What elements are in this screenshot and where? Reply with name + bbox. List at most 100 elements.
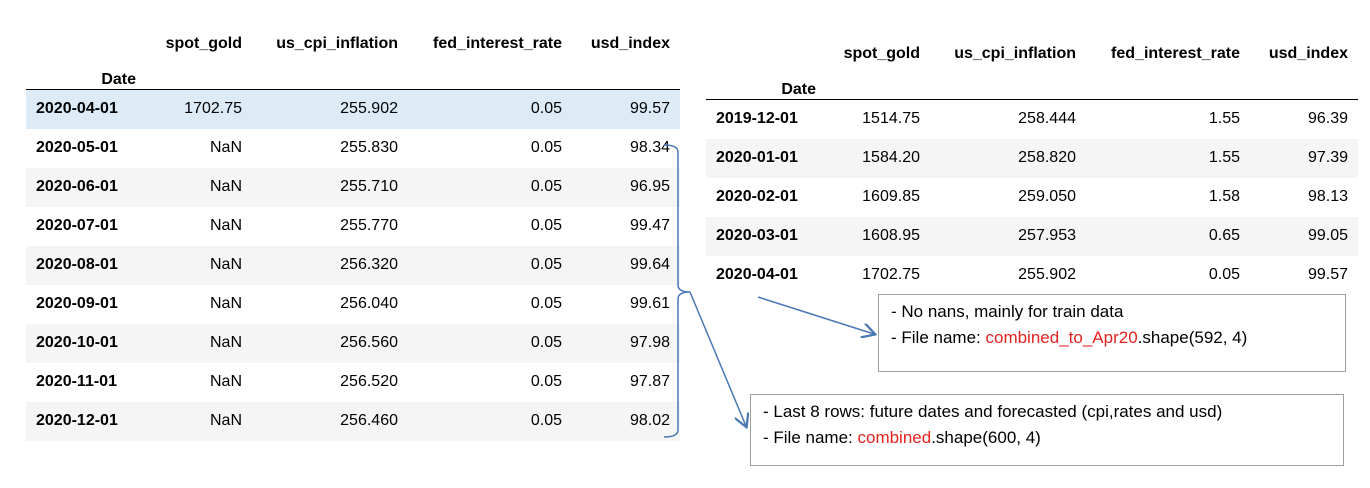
table-row: 2020-12-01 NaN 256.460 0.05 98.02 [26,401,680,441]
cell: NaN [209,334,242,351]
cell: 96.39 [1307,110,1348,128]
cell: 256.460 [340,412,398,429]
cell: 256.560 [340,334,398,351]
column-header: fed_interest_rate [433,35,562,52]
cell: 1584.20 [862,149,920,166]
row-date: 2020-03-01 [716,227,798,244]
cell: 0.05 [530,412,562,429]
cell: 257.953 [1018,227,1076,244]
cell: 1702.75 [862,266,920,283]
column-header: usd_index [1268,45,1348,62]
table-row: 2020-08-01 NaN 256.320 0.05 99.64 [26,245,680,285]
cell: 0.05 [530,256,562,273]
cell: NaN [209,217,242,234]
cell: 0.05 [530,373,562,390]
cell: 0.65 [1208,227,1240,244]
cell: 255.902 [1018,266,1076,283]
row-date: 2020-04-01 [716,266,798,283]
table-row: 2020-06-01 NaN 255.710 0.05 96.95 [26,167,680,207]
cell: NaN [209,178,242,195]
table-row: 2020-02-01 1609.85 259.050 1.58 98.13 [706,178,1358,217]
row-date: 2020-05-01 [36,139,118,156]
cell: 1.55 [1208,110,1240,128]
left-dataframe-table: spot_gold us_cpi_inflation fed_interest_… [26,17,680,441]
table-row: 2020-04-01 1702.75 255.902 0.05 99.57 [706,256,1358,295]
cell: 256.520 [340,373,398,390]
cell: 256.040 [340,295,398,312]
cell: 98.34 [629,139,670,156]
index-name-row: Date [706,63,1358,100]
cell: 98.02 [629,412,670,429]
cell: 99.05 [1307,227,1348,244]
right-dataframe-table: spot_gold us_cpi_inflation fed_interest_… [706,27,1358,295]
cell: 97.87 [629,373,670,390]
table-row: 2020-01-01 1584.20 258.820 1.55 97.39 [706,138,1358,178]
cell: 99.47 [629,217,670,234]
cell: 0.05 [530,334,562,351]
column-header: fed_interest_rate [1111,45,1240,62]
cell: 1702.75 [184,100,242,118]
cell: 0.05 [530,295,562,312]
table-row: 2020-04-01 1702.75 255.902 0.05 99.57 [26,89,680,129]
index-name: Date [781,81,816,98]
table-row: 2020-11-01 NaN 256.520 0.05 97.87 [26,363,680,402]
cell: 259.050 [1018,188,1076,205]
index-name: Date [101,71,136,88]
cell: 97.39 [1307,149,1348,166]
cell: 258.820 [1018,149,1076,166]
note-line: - File name: combined.shape(600, 4) [763,428,1041,447]
cell: 1514.75 [862,110,920,128]
row-date: 2020-02-01 [716,188,798,205]
note-line: - Last 8 rows: future dates and forecast… [763,402,1223,421]
cell: NaN [209,139,242,156]
table-row: 2020-09-01 NaN 256.040 0.05 99.61 [26,285,680,324]
column-header-row: spot_gold us_cpi_inflation fed_interest_… [706,27,1358,63]
cell: 99.57 [629,100,670,118]
table-row: 2020-03-01 1608.95 257.953 0.65 99.05 [706,216,1358,256]
table-row: 2020-05-01 NaN 255.830 0.05 98.34 [26,129,680,168]
cell: 99.64 [629,256,670,273]
column-header: spot_gold [165,35,242,52]
table-row: 2020-07-01 NaN 255.770 0.05 99.47 [26,207,680,246]
row-date: 2020-11-01 [36,373,117,390]
file-name-red: combined [857,428,932,447]
cell: 258.444 [1018,110,1076,128]
cell: 0.05 [530,139,562,156]
index-name-row: Date [26,53,680,90]
column-header: spot_gold [843,45,920,62]
row-date: 2020-01-01 [716,149,798,166]
table-row: 2020-10-01 NaN 256.560 0.05 97.98 [26,323,680,363]
cell: 0.05 [530,217,562,234]
cell: NaN [209,373,242,390]
cell: 97.98 [629,334,670,351]
cell: NaN [209,412,242,429]
column-header: us_cpi_inflation [276,35,398,52]
arrow-to-train-note [757,296,874,334]
cell: NaN [209,256,242,273]
cell: 99.57 [1307,266,1348,283]
column-header: usd_index [590,35,670,52]
cell: 99.61 [629,295,670,312]
row-date: 2020-12-01 [36,412,118,429]
column-header-row: spot_gold us_cpi_inflation fed_interest_… [26,17,680,53]
cell: 255.902 [340,100,398,118]
note-line: - File name: combined_to_Apr20.shape(592… [891,328,1248,347]
column-header: us_cpi_inflation [954,45,1076,62]
table-row: 2019-12-01 1514.75 258.444 1.55 96.39 [706,100,1358,139]
row-date: 2020-10-01 [36,334,118,351]
arrow-to-future-note [689,291,746,426]
cell: 1.55 [1208,149,1240,166]
cell: 255.770 [340,217,398,234]
row-date: 2020-06-01 [36,178,118,195]
cell: 98.13 [1307,188,1348,205]
cell: 96.95 [629,178,670,195]
cell: 1.58 [1208,188,1240,205]
cell: 0.05 [1208,266,1240,283]
cell: 0.05 [530,178,562,195]
row-date: 2019-12-01 [716,110,798,128]
cell: 0.05 [530,100,562,118]
cell: 1609.85 [862,188,920,205]
cell: 255.830 [340,139,398,156]
cell: 256.320 [340,256,398,273]
note-line: - No nans, mainly for train data [891,302,1124,321]
